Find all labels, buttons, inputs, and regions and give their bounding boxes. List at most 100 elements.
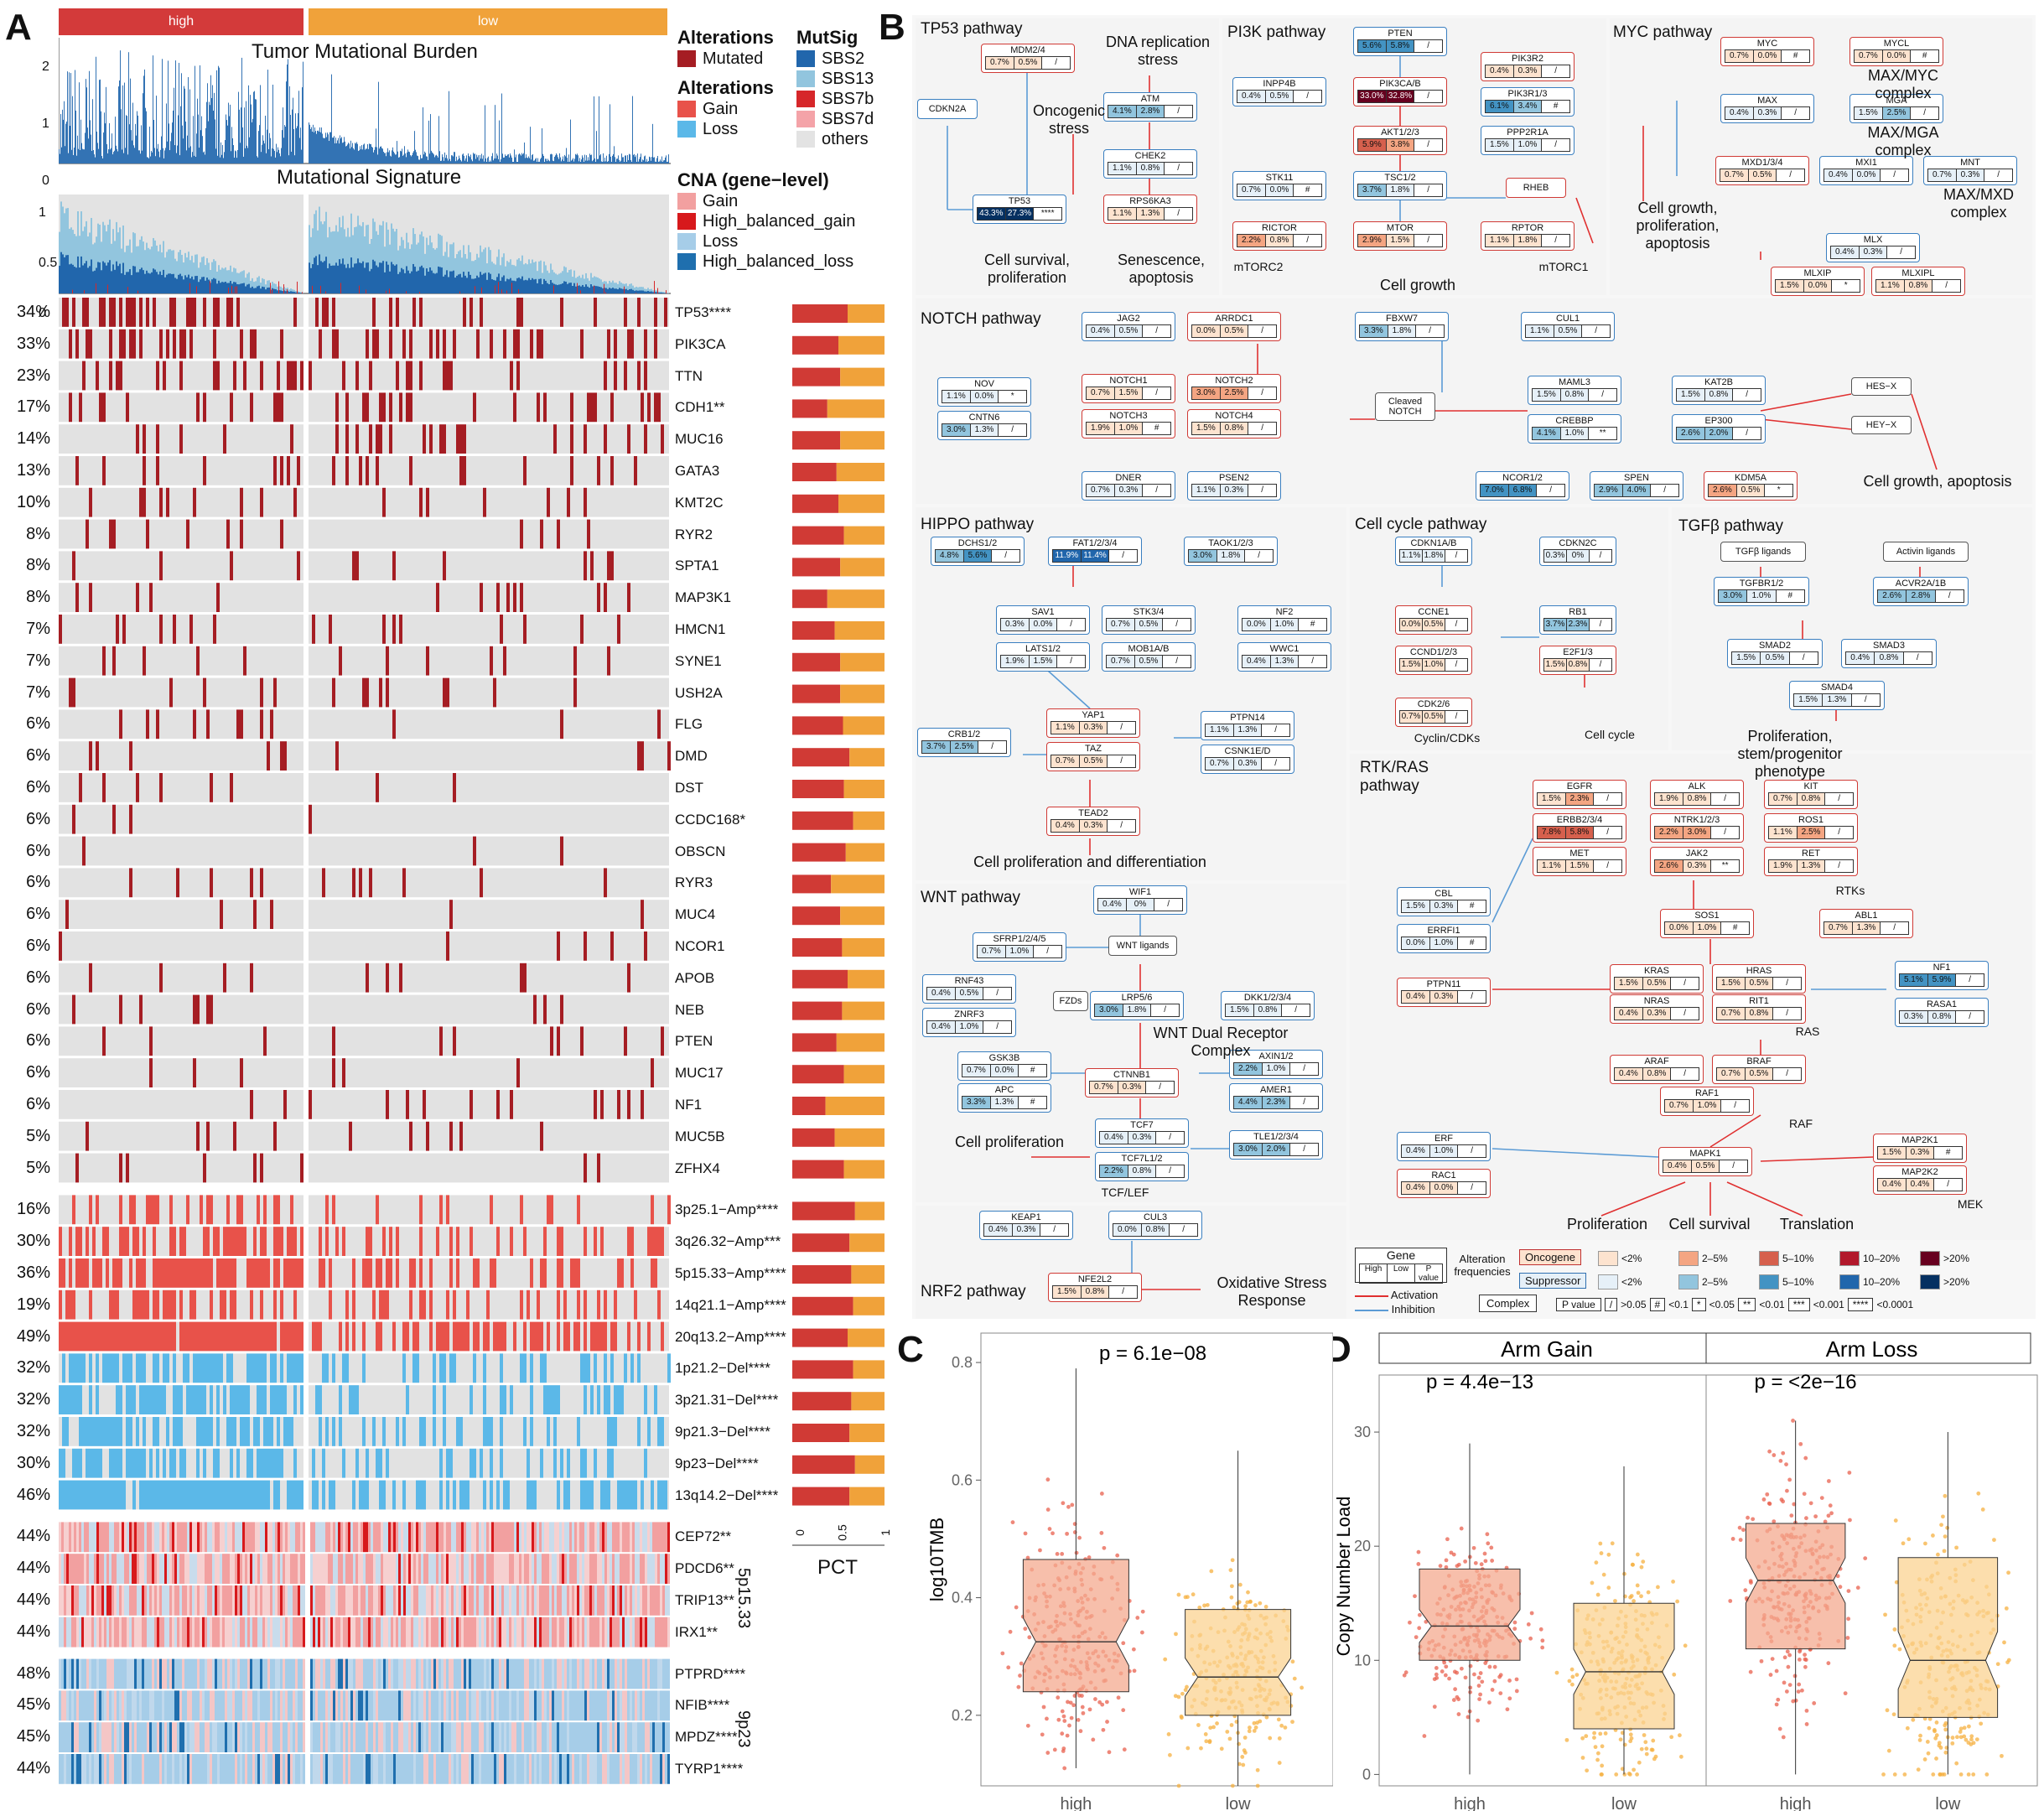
arm-row-cell — [654, 1385, 657, 1414]
arm-row-cell — [332, 1480, 335, 1510]
sig-bar-sbs7b — [278, 281, 279, 293]
cna-loss-row-cell — [84, 1754, 86, 1784]
cna-gain-row-cell — [637, 1554, 640, 1584]
sig-bar-sbs13 — [570, 269, 572, 293]
cna-gain-row-cell — [617, 1585, 620, 1616]
sig-bar-sbs7b — [107, 284, 108, 293]
pathway-connector — [1760, 393, 1852, 412]
sig-bar-sbs13 — [557, 274, 558, 293]
cna-gain-row-cell — [637, 1585, 640, 1616]
cna-gain-row-cell — [119, 1616, 122, 1648]
sig-bar-sbs2 — [496, 277, 498, 293]
cna-gain-row-cell — [288, 1585, 290, 1616]
cna-gain-row-cell — [549, 1554, 552, 1584]
sig-bar-sbs2 — [478, 277, 480, 293]
mut-row-cell — [647, 392, 651, 423]
tmb-bar — [571, 160, 572, 163]
tmb-bar — [628, 160, 629, 163]
mut-row-bg-low — [309, 1090, 669, 1119]
arm-row-cell — [156, 1321, 159, 1352]
sig-bar-sbs2 — [612, 288, 614, 293]
cna-loss-row-cell — [220, 1754, 222, 1784]
cna-loss-row-cell — [122, 1722, 124, 1752]
cna-loss-row-cell — [516, 1658, 519, 1689]
cna-loss-row-cell — [436, 1722, 438, 1752]
cna-loss-row-cell — [129, 1722, 132, 1752]
cna-loss-row-cell — [343, 1754, 345, 1784]
cna-loss-row-cell — [303, 1658, 305, 1689]
sig-bar-sbs13 — [641, 287, 642, 293]
cna-loss-row-cell — [179, 1722, 182, 1752]
tmb-bar — [241, 57, 242, 163]
tmb-bar — [520, 154, 521, 163]
cna-loss-row-cell — [645, 1722, 647, 1752]
arm-row-cell — [469, 1448, 473, 1478]
cna-gain-row-cell — [348, 1616, 350, 1648]
sig-bar-sbs13 — [476, 253, 478, 293]
tmb-bar — [210, 75, 211, 163]
cna-loss-row-cell — [524, 1658, 527, 1689]
cna-gain-row-cell — [504, 1554, 506, 1584]
tmb-bar — [203, 152, 204, 163]
cna-loss-row-cell — [325, 1690, 328, 1721]
cna-loss-row-cell — [117, 1658, 119, 1689]
mut-pct-bar-high — [792, 780, 844, 798]
cna-loss-row-cell — [212, 1754, 215, 1784]
cna-loss-row-cell — [310, 1722, 313, 1752]
sig-bar-sbs13 — [515, 266, 516, 293]
tmb-bar — [177, 145, 178, 163]
arm-row-cell — [253, 1480, 257, 1510]
cna-loss-row-cell — [187, 1658, 189, 1689]
sig-bar-sbs13 — [480, 245, 481, 293]
sig-axis: 1 0.5 0 — [39, 205, 58, 320]
mut-row-cell — [523, 963, 527, 993]
arm-row-cell — [459, 1321, 463, 1352]
mut-pct-bar-low — [843, 716, 885, 735]
cna-gain-row-cell — [451, 1522, 454, 1553]
sig-bar-sbs13 — [87, 236, 89, 293]
arm-row-cell — [179, 1480, 183, 1510]
sig-bar-sbs2 — [89, 266, 91, 293]
cna-gain-row-cell — [333, 1522, 335, 1553]
tmb-bar — [608, 161, 609, 163]
cna-loss-row-cell — [79, 1690, 81, 1721]
cna-loss-row-cell — [94, 1658, 96, 1689]
cna-loss-row-cell — [371, 1658, 373, 1689]
cna-loss-row-cell — [521, 1658, 524, 1689]
cna-loss-row-cell — [418, 1722, 421, 1752]
cna-gain-row-cell — [625, 1616, 627, 1648]
arm-row-cell — [527, 1448, 530, 1478]
tmb-bar — [498, 159, 499, 163]
sig-bar-sbs13 — [106, 231, 107, 293]
arm-row-cell — [260, 1321, 263, 1352]
tmb-bar — [211, 98, 212, 163]
mut-row-cell — [610, 392, 614, 423]
cna-loss-row-cell — [278, 1658, 280, 1689]
tmb-bar — [61, 147, 62, 163]
arm-row-cell — [203, 1227, 206, 1256]
cna-loss-row-cell — [479, 1754, 481, 1784]
tmb-bar — [263, 140, 264, 163]
sig-bar-sbs2 — [431, 270, 433, 293]
cna-gain-row-cell — [260, 1585, 262, 1616]
cna-gain-row-cell — [667, 1585, 670, 1616]
tmb-bar — [198, 114, 199, 163]
arm-row-cell — [466, 1480, 469, 1510]
mut-pct: 5% — [26, 1126, 50, 1145]
sig-bar-sbs2 — [521, 276, 523, 293]
tmb-bar — [390, 155, 391, 163]
arm-row-cell — [287, 1417, 290, 1446]
sig-bar-sbs13 — [426, 237, 428, 293]
sig-bar-sbs2 — [282, 291, 283, 293]
tmb-bar — [208, 121, 209, 163]
cna-gain-row-cell — [94, 1585, 96, 1616]
sig-bar-sbs2 — [476, 275, 478, 293]
cna-loss-row-cell — [589, 1658, 592, 1689]
cna-gain-row-cell — [433, 1554, 436, 1584]
mut-row-cell — [386, 963, 389, 993]
cna-loss-row-cell — [114, 1658, 117, 1689]
arm-pct-bar-high — [792, 1265, 852, 1284]
arm-pct: 32% — [16, 1390, 50, 1409]
mut-pct-bar-low — [836, 463, 885, 481]
sig-bar-sbs13 — [394, 231, 396, 293]
